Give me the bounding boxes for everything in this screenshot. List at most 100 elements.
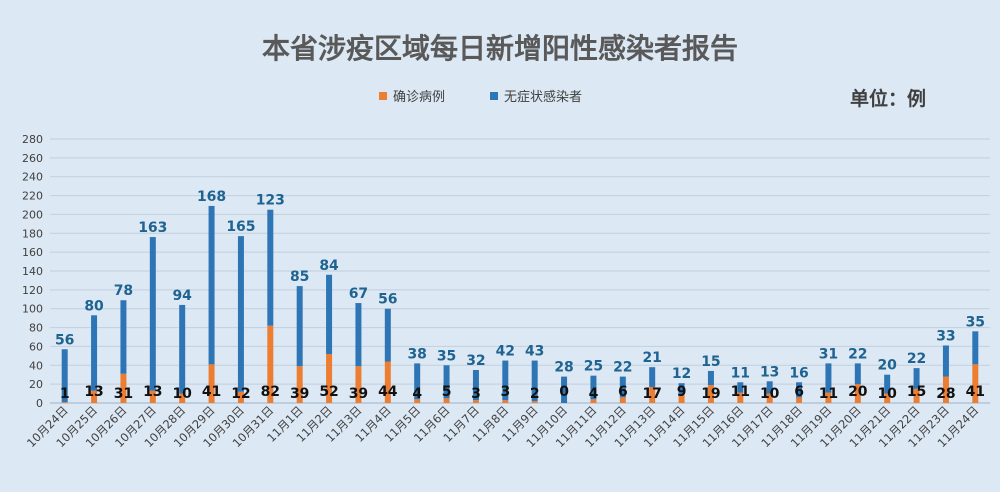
- data-label-confirmed: 13: [143, 384, 162, 400]
- data-label-confirmed: 10: [877, 386, 897, 402]
- data-label-confirmed: 41: [966, 384, 985, 400]
- bar-asymptomatic: [942, 345, 949, 377]
- bar-confirmed: [355, 366, 362, 403]
- data-label-confirmed: 0: [559, 384, 569, 400]
- bar-confirmed: [296, 366, 303, 403]
- data-label-confirmed: 10: [172, 386, 192, 402]
- data-label-asymptomatic: 15: [701, 354, 720, 370]
- bar-confirmed: [208, 364, 215, 403]
- bar-confirmed: [149, 390, 156, 403]
- data-label-confirmed: 10: [760, 386, 780, 402]
- y-tick-label: 240: [22, 171, 43, 184]
- bar-asymptomatic: [531, 360, 538, 402]
- bar-asymptomatic: [414, 363, 421, 400]
- data-label-confirmed: 31: [114, 386, 133, 402]
- data-label-confirmed: 17: [642, 386, 661, 402]
- bar-confirmed: [972, 364, 979, 403]
- chart-title: 本省涉疫区域每日新增阳性感染者报告: [262, 32, 738, 65]
- y-tick-label: 20: [29, 378, 43, 391]
- data-label-confirmed: 11: [731, 384, 750, 400]
- legend-swatch-confirmed: [379, 92, 387, 100]
- y-tick-label: 0: [36, 397, 43, 410]
- bar-asymptomatic: [120, 300, 127, 374]
- data-label-confirmed: 11: [819, 386, 838, 402]
- data-label-asymptomatic: 168: [197, 189, 226, 205]
- y-tick-label: 220: [22, 190, 43, 203]
- data-label-asymptomatic: 12: [672, 366, 691, 382]
- legend-swatch-asymptomatic: [490, 92, 498, 100]
- data-label-asymptomatic: 25: [584, 359, 603, 375]
- data-label-confirmed: 39: [290, 386, 309, 402]
- data-label-asymptomatic: 123: [256, 193, 285, 209]
- data-label-confirmed: 52: [319, 384, 338, 400]
- bar-confirmed: [61, 402, 68, 403]
- legend: 确诊病例 无症状感染者: [379, 89, 582, 105]
- data-label-asymptomatic: 84: [319, 258, 339, 274]
- bar-confirmed: [179, 393, 186, 403]
- bars: [61, 205, 979, 403]
- bar-asymptomatic: [619, 376, 626, 398]
- bar-asymptomatic: [267, 209, 274, 326]
- data-label-asymptomatic: 22: [848, 346, 867, 362]
- y-tick-label: 200: [22, 208, 43, 221]
- data-label-asymptomatic: 32: [466, 353, 485, 369]
- y-tick-label: 60: [29, 340, 43, 353]
- y-tick-label: 120: [22, 284, 43, 297]
- bar-asymptomatic: [149, 237, 156, 391]
- y-tick-label: 140: [22, 265, 43, 278]
- bar-confirmed: [619, 397, 626, 403]
- unit-label: 单位：例: [850, 87, 926, 110]
- bar-asymptomatic: [590, 375, 597, 400]
- bar-asymptomatic: [913, 368, 920, 389]
- bar-confirmed: [267, 325, 274, 403]
- data-label-asymptomatic: 56: [378, 292, 397, 308]
- data-label-asymptomatic: 31: [819, 346, 838, 362]
- bar-asymptomatic: [707, 370, 714, 386]
- data-label-asymptomatic: 43: [525, 344, 544, 360]
- legend-label-confirmed: 确诊病例: [393, 90, 445, 105]
- data-label-asymptomatic: 22: [613, 360, 632, 376]
- data-label-confirmed: 5: [442, 384, 452, 400]
- bar-asymptomatic: [237, 236, 244, 392]
- data-label-asymptomatic: 21: [642, 350, 661, 366]
- data-label-asymptomatic: 163: [138, 220, 167, 236]
- data-label-asymptomatic: 78: [114, 283, 133, 299]
- data-label-confirmed: 20: [848, 384, 868, 400]
- data-labels: 5618013783116313941016841165121238285398…: [55, 189, 985, 402]
- bar-confirmed: [913, 388, 920, 403]
- data-label-confirmed: 39: [349, 386, 368, 402]
- bar-confirmed: [502, 400, 509, 403]
- data-label-asymptomatic: 38: [407, 346, 426, 362]
- data-label-asymptomatic: 80: [84, 298, 104, 314]
- data-label-confirmed: 3: [500, 384, 510, 400]
- bar-asymptomatic: [443, 365, 450, 399]
- data-label-confirmed: 1: [60, 386, 70, 402]
- bar-asymptomatic: [884, 374, 891, 394]
- data-label-asymptomatic: 22: [907, 351, 926, 367]
- bar-confirmed: [237, 391, 244, 403]
- bar-asymptomatic: [678, 383, 685, 395]
- data-label-confirmed: 4: [589, 386, 599, 402]
- data-label-confirmed: 28: [936, 386, 955, 402]
- bar-asymptomatic: [825, 363, 832, 393]
- bar-confirmed: [590, 399, 597, 403]
- y-tick-label: 180: [22, 227, 43, 240]
- bar-confirmed: [766, 393, 773, 403]
- gridlines: [50, 138, 990, 404]
- bar-confirmed: [384, 361, 391, 403]
- bar-confirmed: [326, 353, 333, 403]
- data-label-confirmed: 44: [378, 384, 398, 400]
- data-label-asymptomatic: 67: [349, 286, 368, 302]
- data-label-asymptomatic: 56: [55, 332, 74, 348]
- bar-confirmed: [884, 393, 891, 403]
- data-label-confirmed: 2: [530, 386, 540, 402]
- data-label-asymptomatic: 94: [172, 288, 192, 304]
- bar-asymptomatic: [854, 363, 861, 385]
- data-label-confirmed: 6: [618, 384, 628, 400]
- y-tick-label: 100: [22, 303, 43, 316]
- bar-asymptomatic: [796, 382, 803, 398]
- bar-confirmed: [678, 394, 685, 403]
- y-tick-label: 160: [22, 246, 43, 259]
- bar-asymptomatic: [355, 303, 362, 367]
- legend-label-asymptomatic: 无症状感染者: [504, 89, 582, 105]
